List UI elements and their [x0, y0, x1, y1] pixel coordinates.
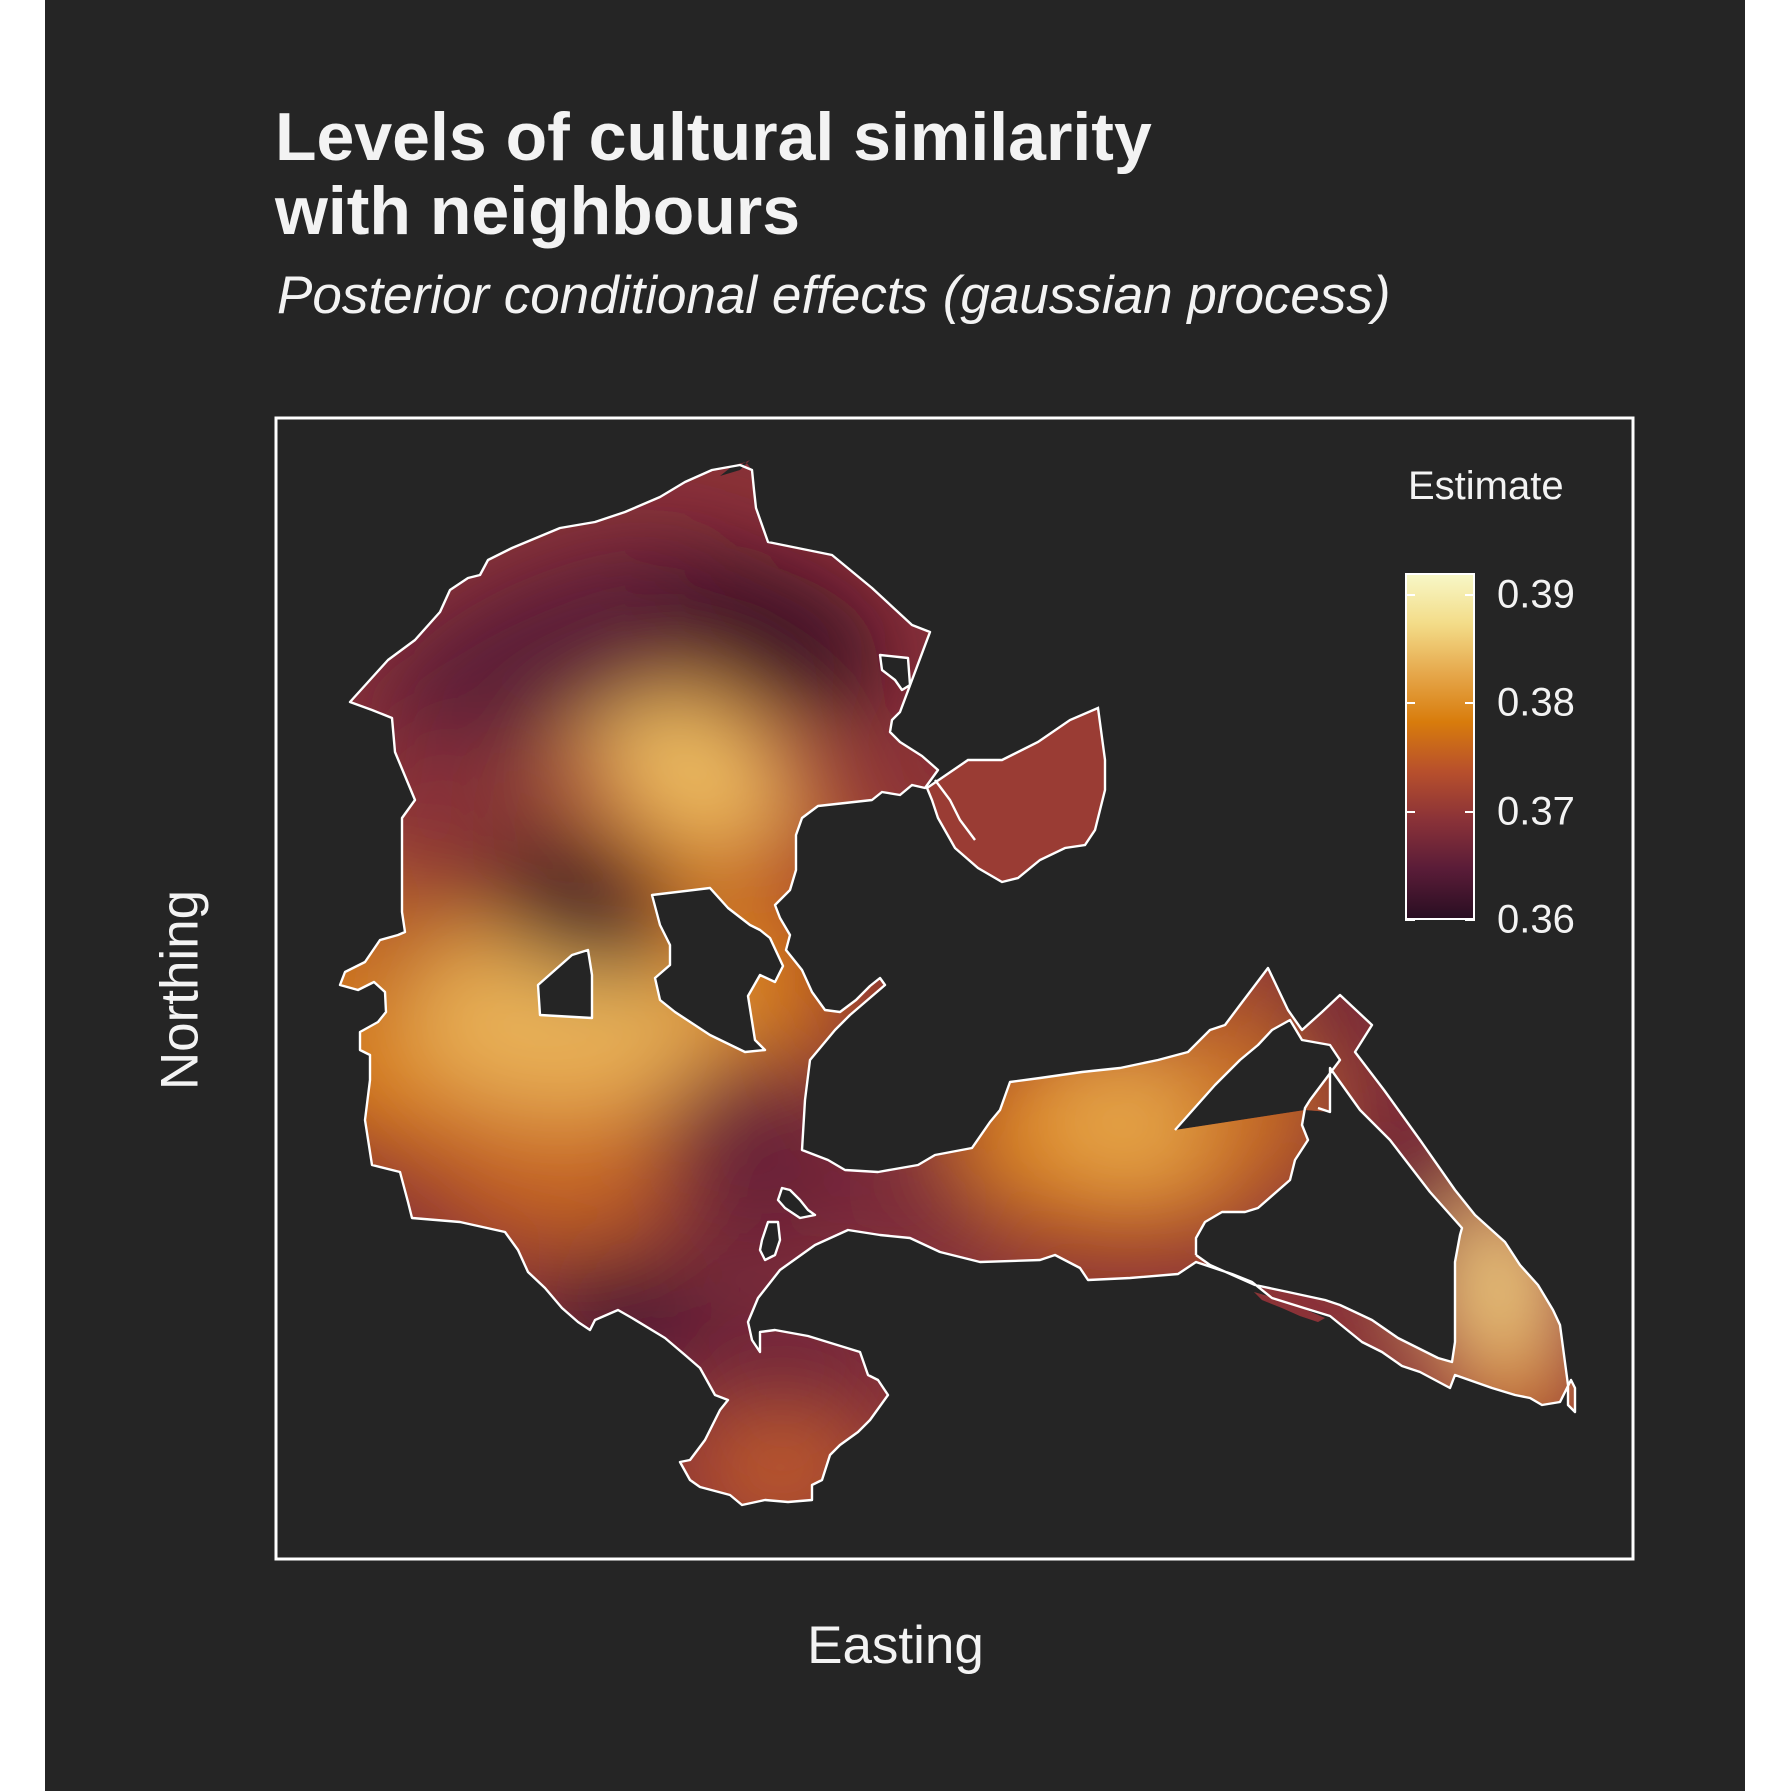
legend-tick-mark: [1465, 810, 1475, 813]
legend-tick-mark: [1465, 702, 1475, 705]
legend-title: Estimate: [1408, 464, 1564, 508]
legend-tick-label: 0.39: [1497, 572, 1575, 617]
legend-tick-mark: [1405, 919, 1415, 921]
legend-tick-mark: [1405, 702, 1415, 705]
legend-tick-mark: [1405, 810, 1415, 813]
panel-border: [274, 416, 1635, 1561]
chart-title-line-1: Levels of cultural similarity: [275, 99, 1152, 175]
chart-subtitle: Posterior conditional effects (gaussian …: [277, 266, 1391, 325]
legend-tick-mark: [1465, 919, 1475, 921]
estimate-surface: [340, 460, 1575, 1505]
chart-title: Levels of cultural similarity with neigh…: [275, 100, 1275, 248]
legend-tick-label: 0.36: [1497, 897, 1575, 942]
y-axis-label: Northing: [150, 889, 210, 1091]
chart-title-line-2: with neighbours: [275, 173, 801, 249]
legend-tick-label: 0.37: [1497, 789, 1575, 834]
spit-connector: [934, 779, 976, 841]
region-outline: [338, 463, 1577, 1507]
legend-tick-label: 0.38: [1497, 680, 1575, 725]
legend-tick-mark: [1405, 593, 1415, 596]
spit-outline: [925, 706, 1107, 884]
legend-tick-mark: [1465, 593, 1475, 596]
legend-colorbar: [1405, 573, 1475, 920]
x-axis-label: Easting: [807, 1616, 984, 1675]
